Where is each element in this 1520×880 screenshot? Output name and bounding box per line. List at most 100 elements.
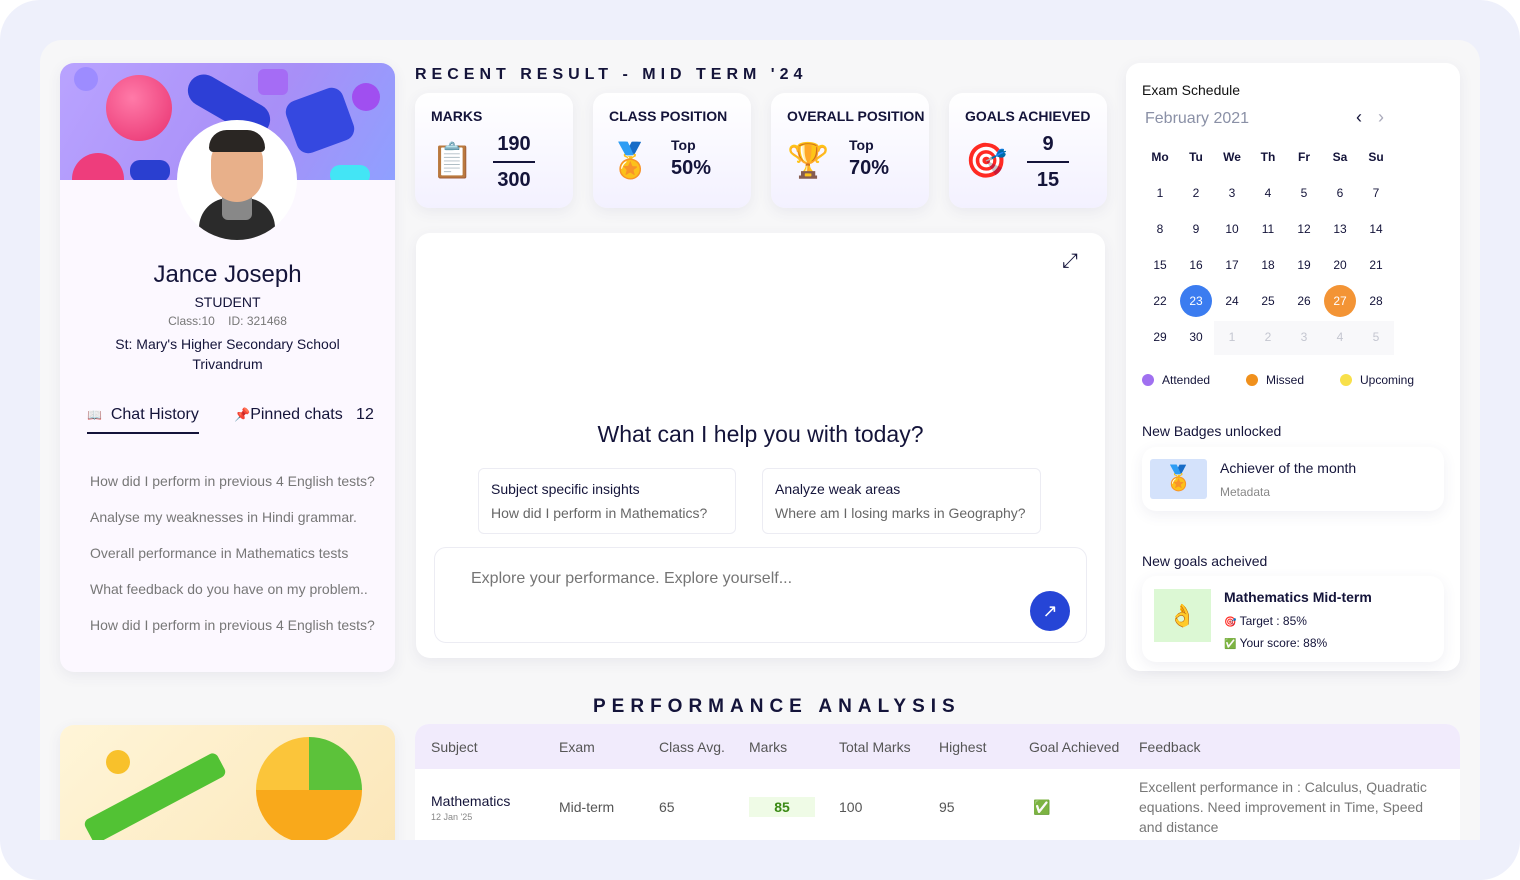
student-name: Jance Joseph [153, 261, 302, 288]
expand-icon[interactable]: ⤢ [1062, 250, 1078, 272]
goal-card[interactable]: 👌 Mathematics Mid-term 🎯 Target : 85% ✅ … [1142, 576, 1444, 662]
top-label: Top [671, 137, 696, 153]
table-row[interactable]: Mathematics 12 Jan '25 Mid-term 65 85 100… [415, 769, 1460, 840]
numerator: 190 [497, 133, 531, 155]
next-month-button[interactable]: › [1378, 107, 1384, 128]
suggestion-chip[interactable]: Analyze weak areas Where am I losing mark… [762, 468, 1041, 534]
calendar-day[interactable]: 30 [1189, 330, 1203, 344]
calendar-day[interactable]: 23 [1180, 285, 1212, 317]
stat-label: MARKS [431, 108, 483, 124]
calendar-day[interactable]: 1 [1156, 186, 1164, 200]
book-icon: 📖 [87, 408, 102, 422]
recent-result-title: RECENT RESULT - MID TERM '24 [415, 66, 808, 83]
calendar-day[interactable]: 12 [1297, 222, 1311, 236]
school-name: St: Mary's Higher Secondary School [115, 336, 340, 352]
overall-position-value: Top 70% [849, 137, 889, 180]
calendar-day[interactable]: 21 [1369, 258, 1383, 272]
id-label: ID: 321468 [228, 314, 287, 328]
badges-title: New Badges unlocked [1142, 423, 1282, 439]
schedule-panel: Exam Schedule February 2021 ‹ › Mo Tu We Th… [1126, 63, 1460, 671]
calendar-day[interactable]: 20 [1333, 258, 1347, 272]
goal-name: Mathematics Mid-term [1224, 589, 1372, 605]
stat-class-position: CLASS POSITION 🏅 Top 50% [593, 93, 751, 208]
chat-history-item[interactable]: How did I perform in previous 4 English … [90, 473, 375, 489]
chevron-right-icon: › [1378, 107, 1384, 127]
chat-history-item[interactable]: What feedback do you have on my problem.… [90, 581, 368, 597]
student-meta: Class:10 ID: 321468 [60, 314, 395, 328]
tab-pinned-chats[interactable]: 📌Pinned chats 12 [234, 406, 374, 424]
dashboard: Jance Joseph STUDENT Class:10 ID: 321468… [40, 40, 1480, 840]
suggestion-title: Subject specific insights [491, 481, 640, 497]
calendar-day-next-month[interactable]: 4 [1336, 330, 1344, 344]
calendar-day[interactable]: 7 [1372, 186, 1380, 200]
suggestion-text: Where am I losing marks in Geography? [775, 505, 1026, 521]
calendar-day[interactable]: 18 [1261, 258, 1275, 272]
calendar-day[interactable]: 25 [1261, 294, 1275, 308]
stat-goals-achieved: GOALS ACHIEVED 🎯 9 15 [949, 93, 1107, 208]
calendar-day[interactable]: 27 [1324, 285, 1356, 317]
chat-history-item[interactable]: Analyse my weaknesses in Hindi grammar. [90, 509, 357, 525]
calendar-day[interactable]: 8 [1156, 222, 1164, 236]
calendar-day[interactable]: 16 [1189, 258, 1203, 272]
col-total-marks: Total Marks [839, 738, 911, 755]
calendar-day[interactable]: 29 [1153, 330, 1167, 344]
prev-month-button[interactable]: ‹ [1356, 107, 1362, 128]
marks-fraction: 190 300 [493, 133, 535, 192]
weekday-label: Sa [1332, 150, 1348, 164]
prompt-input[interactable] [471, 570, 1011, 588]
tab-chat-history[interactable]: 📖 Chat History [87, 406, 199, 434]
suggestion-chip[interactable]: Subject specific insights How did I perfo… [478, 468, 736, 534]
calendar-day[interactable]: 3 [1228, 186, 1236, 200]
calendar-day[interactable]: 6 [1336, 186, 1344, 200]
calendar-day[interactable]: 26 [1297, 294, 1311, 308]
chat-history-list: How did I perform in previous 4 English … [90, 463, 375, 643]
calendar-day[interactable]: 9 [1192, 222, 1200, 236]
performance-table: Subject Exam Class Avg. Marks Total Mark… [415, 724, 1460, 840]
chat-history-item[interactable]: Overall performance in Mathematics tests [90, 545, 349, 561]
calendar-day[interactable]: 13 [1333, 222, 1347, 236]
calendar-day[interactable]: 15 [1153, 258, 1167, 272]
tab-label: Pinned chats [250, 406, 343, 423]
legend-dot [1142, 374, 1154, 386]
send-button[interactable]: ↗ [1030, 591, 1070, 631]
calendar-day[interactable]: 22 [1153, 294, 1167, 308]
pin-icon: 📌 [234, 407, 251, 422]
exam-date: 12 Jan '25 [431, 811, 473, 822]
clipboard-icon: 📋 [431, 142, 474, 180]
legend-item: Missed [1246, 373, 1304, 387]
performance-illustration [60, 725, 395, 840]
calendar-day[interactable]: 19 [1297, 258, 1311, 272]
calendar-day[interactable]: 11 [1261, 222, 1275, 236]
calendar-day-next-month[interactable]: 2 [1264, 330, 1272, 344]
assistant-heading: What can I help you with today? [597, 421, 924, 447]
dart-icon: 🎯 [1224, 617, 1237, 628]
calendar-month: February 2021 [1145, 110, 1250, 127]
denominator: 300 [497, 169, 531, 191]
calendar-day-next-month[interactable]: 1 [1228, 330, 1236, 344]
calendar-day[interactable]: 17 [1225, 258, 1239, 272]
calendar-day[interactable]: 14 [1369, 222, 1383, 236]
stat-overall-position: OVERALL POSITION 🏆 Top 70% [771, 93, 929, 208]
calendar-day[interactable]: 5 [1300, 186, 1308, 200]
calendar-day[interactable]: 28 [1369, 294, 1383, 308]
legend-dot [1340, 374, 1352, 386]
calendar-day[interactable]: 10 [1225, 222, 1239, 236]
calendar-day-next-month[interactable]: 5 [1372, 330, 1380, 344]
class-avg-cell: 65 [659, 799, 675, 815]
suggestion-text: How did I perform in Mathematics? [491, 505, 708, 521]
calendar-day[interactable]: 4 [1264, 186, 1272, 200]
chat-history-item[interactable]: How did I perform in previous 4 English … [90, 617, 375, 633]
medal-icon: 🏅 [609, 142, 652, 180]
target-text: Target : 85% [1239, 614, 1307, 628]
badge-card[interactable]: 🏅 Achiever of the month Metadata [1142, 447, 1444, 511]
calendar-day[interactable]: 2 [1192, 186, 1200, 200]
goal-target: 🎯 Target : 85% [1224, 614, 1307, 628]
class-label: Class:10 [168, 314, 215, 328]
stat-label: CLASS POSITION [609, 108, 728, 124]
col-marks: Marks [749, 738, 788, 755]
calendar-day[interactable]: 24 [1225, 294, 1239, 308]
legend-label: Upcoming [1360, 373, 1415, 387]
class-position-value: Top 50% [671, 137, 711, 180]
check-icon: ✅ [1224, 639, 1237, 650]
calendar-day-next-month[interactable]: 3 [1300, 330, 1308, 344]
